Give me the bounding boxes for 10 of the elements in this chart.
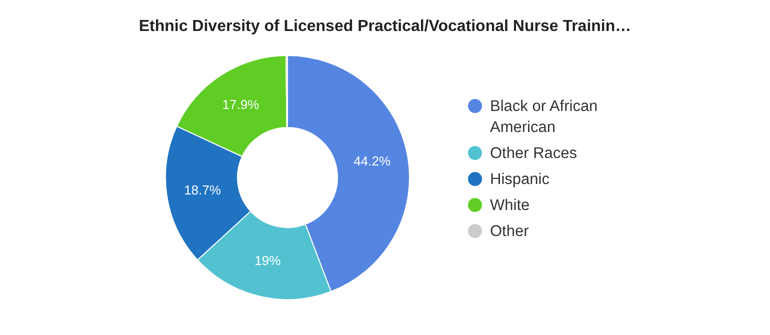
- data-label: 19%: [254, 252, 282, 268]
- legend-label: Other Races: [490, 145, 578, 162]
- chart-title: Ethnic Diversity of Licensed Practical/Vocational Nurse Trainin…: [138, 18, 632, 36]
- data-label: 18.7%: [184, 182, 222, 198]
- legend-label: Hispanic: [490, 171, 550, 188]
- legend-label: Black or African American: [490, 98, 598, 136]
- legend-label: Other: [490, 223, 529, 240]
- data-label: 17.9%: [222, 96, 260, 112]
- legend-label: White: [490, 197, 530, 214]
- data-label: 44.2%: [354, 153, 391, 168]
